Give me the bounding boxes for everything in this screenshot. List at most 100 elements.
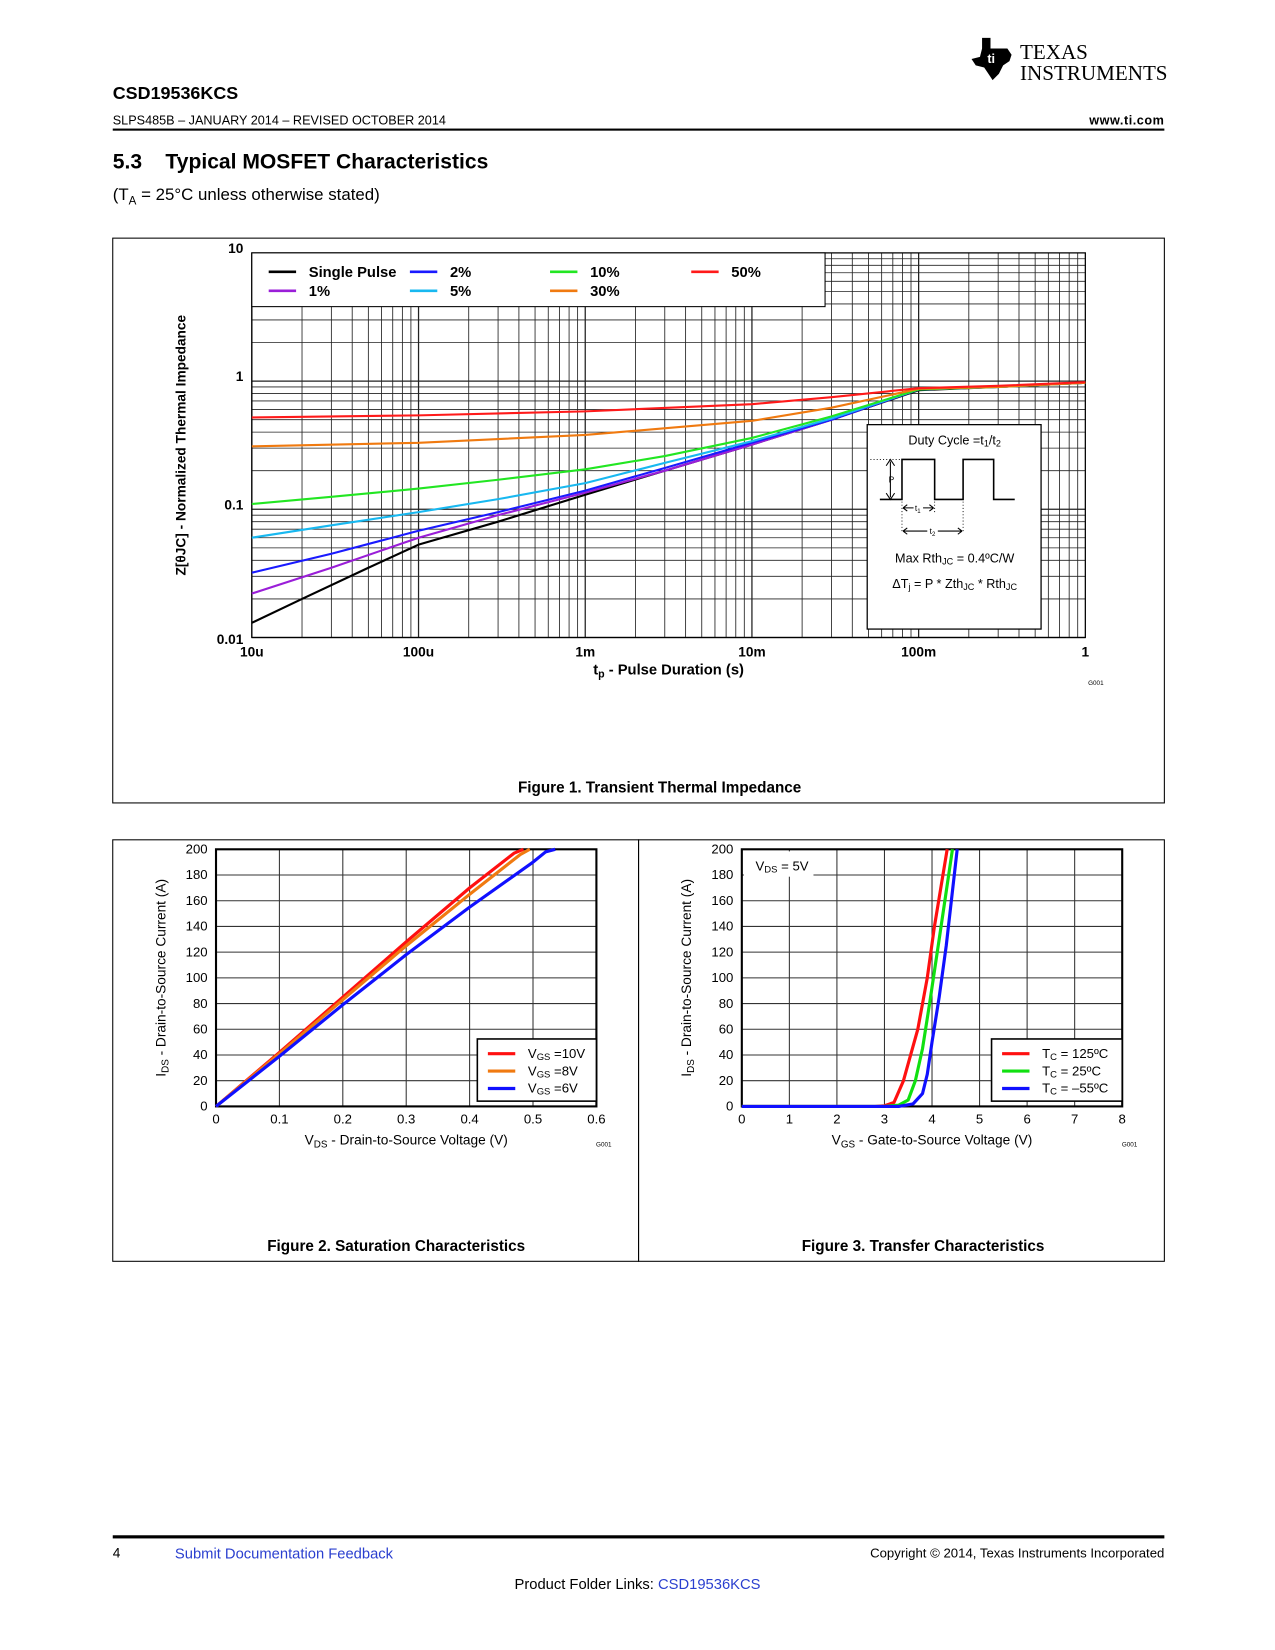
product-folder-link[interactable]: CSD19536KCS — [657, 1575, 761, 1593]
x-tick-label: 10m — [738, 644, 765, 659]
x-axis-label: VDS - Drain-to-Source Voltage (V) — [305, 1132, 508, 1150]
fig1-chart: 10u 100u 1m 10m 100m 1 10 1 0.1 0.01 tp - Pulse Du… — [112, 237, 1165, 804]
ti-logo: ti TEXAS INSTRUMENTS — [969, 36, 1169, 87]
y-axis-label: IDS - Drain-to-Source Current (A) — [153, 879, 171, 1077]
x-tick-label: 0.2 — [334, 1111, 352, 1126]
x-tick-label: 7 — [1071, 1111, 1078, 1126]
y-tick-label: 160 — [711, 893, 733, 908]
x-tick-label: 2 — [833, 1111, 840, 1126]
figure-code: G001 — [1122, 1141, 1138, 1148]
x-tick-label: 1m — [575, 644, 595, 659]
legend-label: 10% — [590, 265, 620, 281]
legend-label: TC = 125ºC — [1042, 1046, 1108, 1063]
y-tick-label: 40 — [719, 1047, 734, 1062]
y-tick-label: 40 — [193, 1047, 208, 1062]
series-line — [741, 849, 959, 1108]
x-tick-label: 1 — [1082, 644, 1090, 659]
x-tick-label: 10u — [240, 644, 264, 659]
dotted-guides — [870, 459, 964, 534]
legend-label: VGS =6V — [528, 1081, 578, 1098]
y-tick-label: 80 — [193, 996, 208, 1011]
x-tick-label: 8 — [1119, 1111, 1126, 1126]
y-axis-label: Z[θJC] - Normalized Thermal Impedance — [173, 314, 188, 575]
condition-subscript: A — [128, 195, 137, 208]
x-tick-label: 0.3 — [397, 1111, 415, 1126]
footer-rule — [112, 1535, 1165, 1539]
delta-tj-formula: ΔTj = P * ZthJC * RthJC — [892, 577, 1017, 592]
legend-label: TC = 25ºC — [1042, 1063, 1101, 1080]
x-tick-label: 6 — [1023, 1111, 1030, 1126]
y-tick-label: 60 — [193, 1021, 208, 1036]
condition-text-rest: = 25°C unless otherwise stated) — [136, 186, 380, 205]
fig3-plot-border — [740, 848, 1124, 1108]
x-tick-label: 0 — [212, 1111, 219, 1126]
fig3-frame — [638, 839, 1165, 1262]
y-tick-label: 140 — [711, 919, 733, 934]
legend-label: 2% — [450, 265, 471, 281]
fig2-plot-border — [214, 848, 598, 1108]
section-title: 5.3 Typical MOSFET Characteristics — [113, 151, 489, 175]
y-tick-label: 80 — [719, 996, 734, 1011]
vds-annotation: VDS = 5V — [756, 858, 809, 875]
fig1-frame — [112, 237, 1165, 804]
y-tick-label: 200 — [711, 842, 733, 857]
duty-cycle-inset: Duty Cycle =t1/t2 Pt1 t2 Max RthJC = 0.4ºC/… — [866, 424, 1042, 630]
website-link[interactable]: www.ti.com — [1089, 112, 1165, 128]
t1-label: t1 — [915, 503, 921, 515]
texas-state-icon: ti — [971, 37, 1012, 81]
y-tick-label: 180 — [186, 867, 208, 882]
y-tick-label: 140 — [186, 919, 208, 934]
submit-feedback-link[interactable]: Submit Documentation Feedback — [174, 1544, 394, 1562]
pulse-waveform — [879, 458, 1015, 501]
legend-label: 30% — [590, 284, 620, 300]
figure-code: G001 — [1088, 680, 1104, 687]
legend-label: TC = –55ºC — [1042, 1081, 1108, 1098]
figure-caption: Figure 2. Saturation Characteristics — [267, 1238, 525, 1255]
y-tick-label: 100 — [186, 970, 208, 985]
legend-label: VGS =8V — [528, 1063, 578, 1080]
y-tick-label: 0.01 — [217, 632, 244, 647]
x-tick-label: 3 — [881, 1111, 888, 1126]
y-tick-label: 100 — [711, 970, 733, 985]
x-tick-label: 0.4 — [460, 1111, 478, 1126]
section-title-text: Typical MOSFET Characteristics — [165, 150, 489, 174]
inset-box — [866, 424, 1042, 630]
t1-arrow-icon — [902, 504, 934, 512]
series-line — [251, 381, 1086, 419]
y-axis-label: IDS - Drain-to-Source Current (A) — [679, 879, 697, 1077]
y-tick-label: 120 — [186, 944, 208, 959]
y-tick-label: 160 — [186, 893, 208, 908]
x-tick-label: 0.6 — [587, 1111, 605, 1126]
legend-label: 50% — [731, 265, 761, 281]
max-rth-text: Max RthJC = 0.4ºC/W — [895, 552, 1014, 567]
product-folder-label: Product Folder Links: — [514, 1575, 658, 1593]
t2-label: t2 — [930, 526, 936, 538]
product-folder-links: Product Folder Links: CSD19536KCS — [0, 1575, 1275, 1592]
series-line — [215, 847, 531, 1108]
t2-arrow-icon — [902, 527, 963, 535]
svg-text:ti: ti — [987, 52, 995, 66]
x-tick-label: 5 — [976, 1111, 983, 1126]
legend-label: VGS =10V — [528, 1046, 585, 1063]
y-tick-label: 180 — [711, 867, 733, 882]
document-id: CSD19536KCS — [112, 83, 239, 104]
legend-label: 1% — [309, 284, 330, 300]
y-tick-label: 0.1 — [224, 497, 243, 512]
y-tick-label: 0 — [200, 1099, 207, 1114]
x-tick-label: 0.5 — [524, 1111, 542, 1126]
x-tick-label: 100u — [403, 644, 434, 659]
x-tick-label: 100m — [901, 644, 936, 659]
legend-label: Single Pulse — [309, 265, 397, 281]
x-tick-label: 1 — [786, 1111, 793, 1126]
figure-caption: Figure 1. Transient Thermal Impedance — [518, 779, 801, 796]
logo-text-texas: TEXAS — [1020, 41, 1088, 65]
y-tick-label: 60 — [719, 1021, 734, 1036]
fig3-chart: 0 1 2 3 4 5 6 7 8020406080100120140160180200VGS … — [638, 839, 1165, 1262]
x-axis-label: tp - Pulse Duration (s) — [593, 662, 744, 680]
logo-text-instruments: INSTRUMENTS — [1020, 62, 1168, 86]
document-revision: SLPS485B – JANUARY 2014 – REVISED OCTOBE… — [112, 112, 446, 128]
y-tick-label: 1 — [236, 369, 244, 384]
y-tick-label: 10 — [228, 241, 244, 256]
